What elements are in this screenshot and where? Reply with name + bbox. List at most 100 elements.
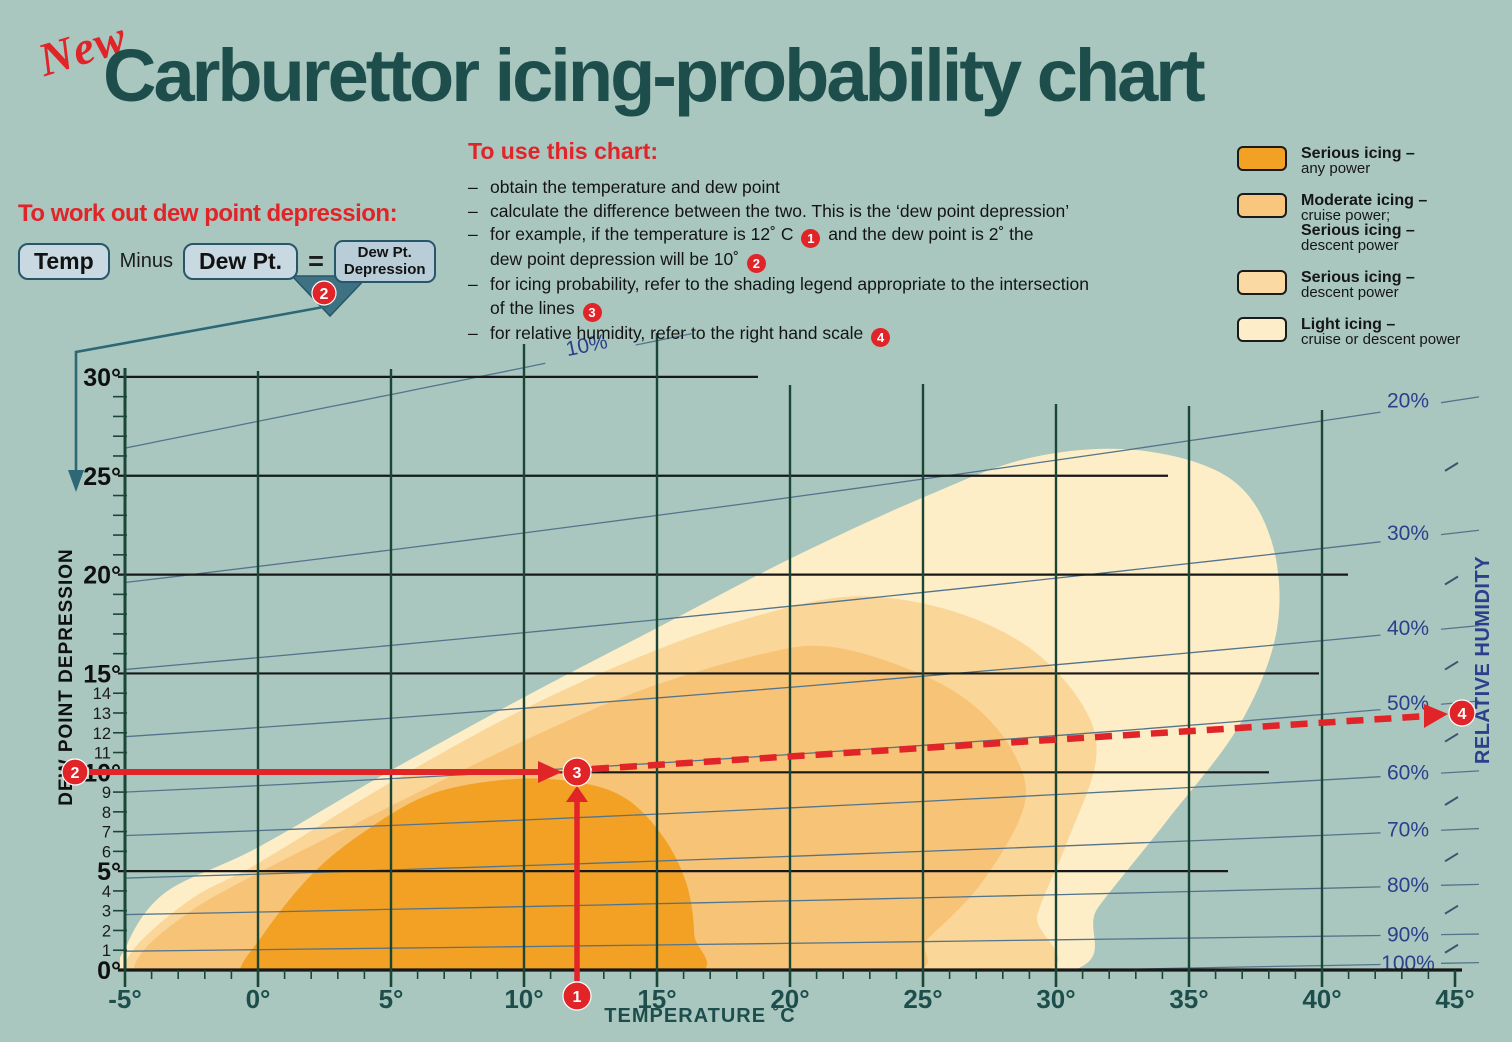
rh-tick-label: 70% [1387, 819, 1429, 842]
legend-label-line: Light icing – [1301, 316, 1396, 333]
rh-trailing-dash [1440, 770, 1480, 774]
step-2-marker: 2 [746, 254, 766, 273]
chart-marker-1 [562, 981, 592, 1011]
page-title: Carburettor icing-probability chart [103, 34, 1206, 117]
rh-tick-label: 100% [1381, 952, 1435, 975]
y-label-15: 15° [83, 660, 121, 688]
rh-trailing-dash [1440, 883, 1480, 886]
icing-regions [120, 448, 1280, 970]
bullet-dash: – [468, 200, 478, 221]
y-label-25: 25° [83, 463, 121, 491]
rh-line-20 [124, 411, 1381, 584]
chart-marker-num: 4 [1458, 706, 1467, 723]
rh-tick-label: 90% [1387, 923, 1429, 946]
worksheet-heading: To work out dew point depression: [18, 200, 398, 227]
rh-line-50 [124, 708, 1381, 793]
y-label-5: 5° [97, 858, 121, 886]
instruction-line-7: – for relative humidity, refer to the rig… [468, 322, 1188, 347]
dew-pt-depression-box: Dew Pt. Depression [333, 240, 436, 283]
y-minor-label-8: 8 [102, 804, 111, 822]
rh-mid-tick [1444, 943, 1459, 954]
legend-label: Serious icing – any power [1301, 146, 1415, 177]
icing-legend: Serious icing – any power Moderate icing –… [1237, 146, 1502, 364]
y-minor-label-2: 2 [102, 922, 111, 940]
chart-marker-4 [1448, 699, 1476, 727]
region-serious-icing-any [240, 778, 708, 970]
chart-marker-num: 1 [573, 989, 582, 1006]
rh-tick-label: 30% [1387, 522, 1429, 545]
chart-marker-num: 3 [573, 765, 582, 782]
rh-tick-label: 50% [1387, 692, 1429, 715]
x-label-15: 15° [637, 984, 676, 1014]
legend-item-3: Serious icing – descent power [1237, 270, 1502, 300]
rh-scale: 10%20%30%40%50%60%70%80%90%100% [564, 330, 1480, 975]
dew-pt-box: Dew Pt. [183, 243, 299, 280]
rh-line-90 [124, 934, 1381, 952]
y-axis-title: DEW POINT DEPRESSION [56, 548, 77, 806]
y-label-30: 30° [83, 364, 121, 392]
legend-label-line: descent power [1301, 284, 1399, 301]
legend-label-line: cruise or descent power [1301, 331, 1461, 348]
chart-marker-2 [311, 280, 337, 306]
legend-label: Moderate icing – cruise power; Serious ici… [1301, 192, 1428, 254]
y-minor-label-4: 4 [102, 883, 111, 901]
instruction-text: for example, if the temperature is 12˚ C [490, 224, 799, 244]
y-label-20: 20° [83, 562, 121, 590]
instruction-line-1: – obtain the temperature and dew point [468, 176, 1188, 200]
x-label-25: 25° [903, 984, 942, 1014]
x-label-10: 10° [504, 984, 543, 1014]
depression-arrowhead [538, 761, 562, 783]
y-minor-label-6: 6 [102, 843, 111, 861]
rh-tick-label: 80% [1387, 874, 1429, 897]
dew-point-worksheet: To work out dew point depression: Temp M… [18, 200, 458, 283]
rh-tick-label: 60% [1387, 761, 1429, 784]
bullet-dash: – [468, 224, 478, 244]
legend-swatch [1237, 146, 1287, 171]
legend-label: Serious icing – descent power [1301, 269, 1415, 301]
x-label-35: 35° [1169, 984, 1208, 1014]
legend-label-line: Moderate icing – [1301, 192, 1428, 209]
y-minor-label-11: 11 [94, 745, 111, 763]
instruction-text: obtain the temperature and dew point [490, 177, 780, 197]
instruction-text: calculate the difference between the two… [490, 200, 1070, 221]
legend-item-2: Moderate icing – cruise power; Serious ici… [1237, 193, 1502, 253]
step-3-marker: 3 [582, 302, 602, 322]
instruction-line-2: – calculate the difference between the tw… [468, 200, 1188, 224]
rh-axis-title: RELATIVE HUMIDITY [1472, 556, 1494, 764]
x-axis-title: TEMPERATURE ˚C [604, 1004, 795, 1027]
legend-label-line: Serious icing – [1301, 269, 1415, 286]
legend-label-line: any power [1301, 160, 1371, 177]
minus-operator: Minus [119, 250, 173, 272]
bullet-dash: – [468, 274, 478, 294]
legend-item-1: Serious icing – any power [1237, 146, 1502, 176]
x-label-30: 30° [1036, 984, 1075, 1014]
y-minor-label-14: 14 [93, 685, 111, 703]
rh-tick-label: 40% [1387, 617, 1429, 640]
x-label-0: 0° [246, 984, 271, 1014]
y-label-0: 0° [97, 957, 121, 985]
rh-mid-tick [1444, 575, 1459, 586]
rh-trailing-dash [1440, 961, 1480, 964]
rh-trailing-dash [1440, 625, 1480, 630]
chart-marker-num: 2 [320, 286, 329, 303]
instruction-text: of the lines [490, 297, 580, 318]
chart-marker-num: 2 [71, 765, 80, 782]
worksheet-formula: Temp Minus Dew Pt. = Dew Pt. Depression [18, 240, 458, 283]
instruction-text: and the dew point is 2˚ the [823, 224, 1034, 244]
humidity-arrowhead [1424, 704, 1448, 728]
legend-label-line: descent power [1301, 237, 1399, 254]
legend-label: Light icing – cruise or descent power [1301, 316, 1461, 348]
x-label-40: 40° [1302, 984, 1341, 1014]
instruction-line-4: dew point depression will be 10˚ 2 [468, 248, 1188, 273]
instruction-line-3: – for example, if the temperature is 12˚ … [468, 223, 1188, 248]
grid [118, 333, 1462, 972]
rh-line-60 [124, 776, 1381, 837]
y-minor-label-7: 7 [102, 824, 111, 842]
instruction-text: for relative humidity, refer to the righ… [490, 322, 869, 343]
x-label-5: 5° [379, 984, 404, 1014]
example-arrows: 1 2 2 3 4 [61, 280, 1476, 1011]
rh-mid-tick [1444, 852, 1459, 863]
y-minor-label-9: 9 [102, 784, 111, 802]
